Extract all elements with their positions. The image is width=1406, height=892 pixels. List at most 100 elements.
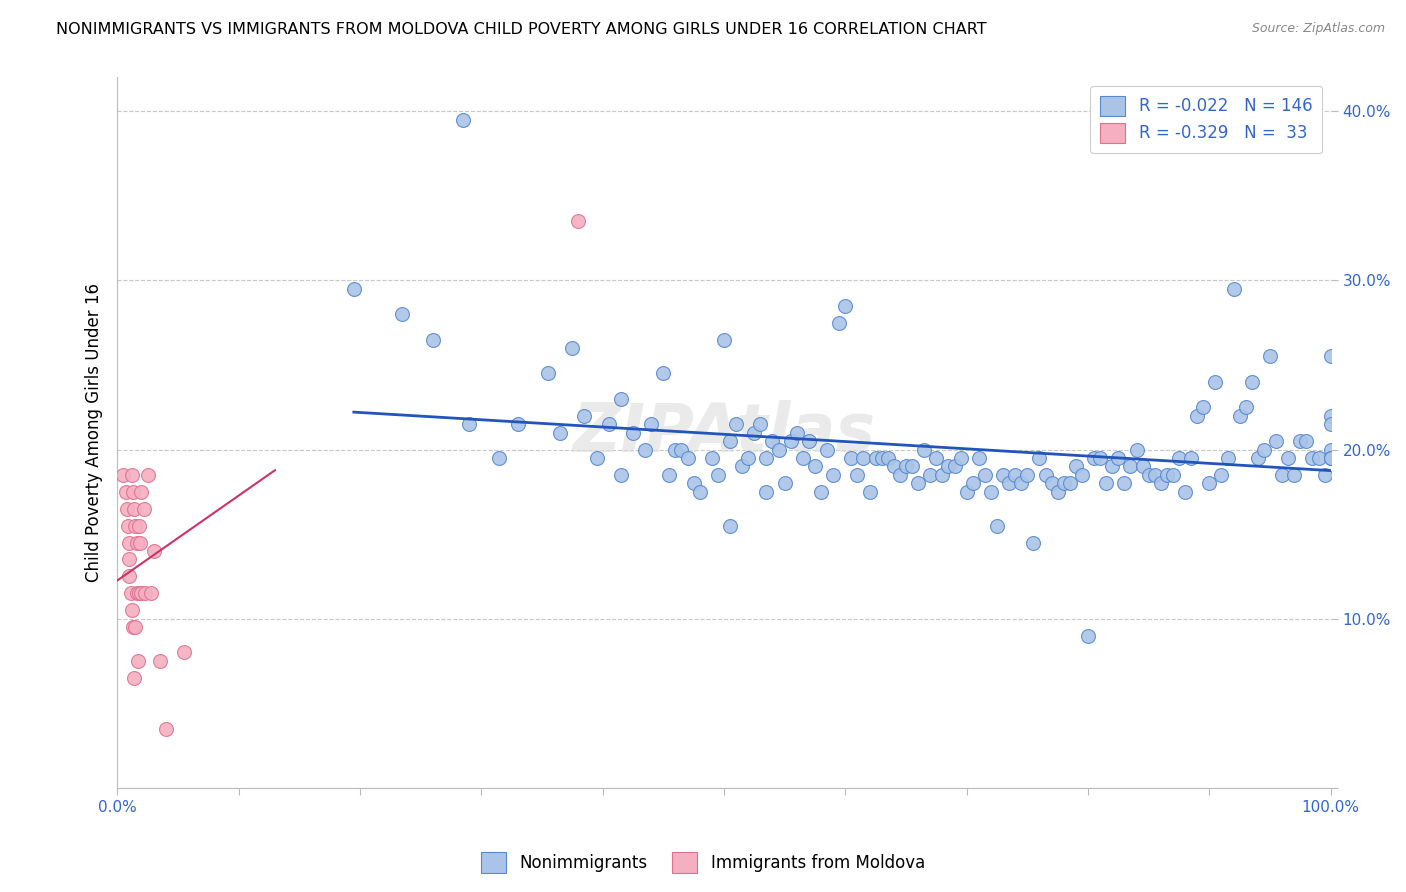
Point (1028, 450, 1050, 465)
Point (136, 467, 159, 482)
Point (122, 671, 145, 685)
Point (810, 484, 832, 499)
Point (1319, 442, 1341, 457)
Point (1222, 282, 1244, 296)
Point (986, 518, 1008, 533)
Point (828, 316, 851, 330)
Point (1114, 476, 1136, 491)
Point (1216, 450, 1239, 465)
Point (823, 467, 845, 482)
Point (1319, 450, 1341, 465)
Point (1083, 450, 1105, 465)
Point (804, 459, 827, 474)
Point (815, 442, 838, 457)
Point (1010, 476, 1032, 491)
Point (120, 586, 142, 600)
Point (1077, 628, 1099, 642)
Point (128, 518, 150, 533)
Point (610, 467, 633, 482)
Point (391, 307, 413, 321)
Point (537, 367, 560, 381)
Point (1258, 350, 1281, 364)
Text: Source: ZipAtlas.com: Source: ZipAtlas.com (1251, 22, 1385, 36)
Point (1004, 467, 1026, 482)
Point (1265, 434, 1288, 448)
Point (1101, 459, 1123, 474)
Point (1180, 450, 1202, 465)
Point (121, 467, 143, 482)
Point (567, 214, 589, 228)
Point (125, 586, 148, 600)
Point (122, 501, 145, 516)
Point (1150, 476, 1173, 491)
Point (640, 417, 662, 431)
Point (343, 282, 366, 296)
Point (610, 392, 633, 406)
Point (676, 450, 699, 465)
Point (1143, 467, 1166, 482)
Point (561, 341, 583, 355)
Point (117, 518, 139, 533)
Point (718, 518, 741, 533)
Point (761, 434, 783, 448)
Point (1253, 442, 1275, 457)
Point (901, 459, 924, 474)
Point (1035, 467, 1057, 482)
Point (991, 467, 1014, 482)
Point (749, 417, 772, 431)
Point (132, 501, 155, 516)
Point (980, 484, 1002, 499)
Point (1277, 450, 1299, 465)
Text: ZIPAtlas: ZIPAtlas (572, 400, 876, 466)
Point (1185, 409, 1208, 423)
Text: NONIMMIGRANTS VS IMMIGRANTS FROM MOLDOVA CHILD POVERTY AMONG GIRLS UNDER 16 CORR: NONIMMIGRANTS VS IMMIGRANTS FROM MOLDOVA… (56, 22, 987, 37)
Point (925, 450, 948, 465)
Point (124, 518, 146, 533)
Point (1132, 459, 1154, 474)
Point (1192, 401, 1215, 415)
Point (1247, 450, 1270, 465)
Point (652, 367, 675, 381)
Point (155, 722, 177, 736)
Point (931, 467, 953, 482)
Point (128, 586, 150, 600)
Point (1308, 450, 1330, 465)
Point (1064, 459, 1087, 474)
Point (548, 425, 571, 440)
Point (792, 450, 814, 465)
Point (1107, 450, 1129, 465)
Point (755, 450, 778, 465)
Point (1156, 467, 1178, 482)
Point (149, 654, 172, 668)
Point (907, 476, 929, 491)
Point (742, 425, 765, 440)
Point (865, 450, 887, 465)
Point (1319, 409, 1341, 423)
Point (574, 409, 596, 423)
Point (1240, 375, 1263, 389)
Point (737, 450, 759, 465)
Point (846, 467, 869, 482)
Point (1161, 467, 1184, 482)
Point (458, 417, 481, 431)
Point (131, 586, 153, 600)
Point (451, 112, 474, 127)
Point (118, 569, 141, 583)
Point (718, 434, 741, 448)
Point (1137, 467, 1160, 482)
Point (731, 459, 754, 474)
Point (1313, 467, 1336, 482)
Point (876, 450, 898, 465)
Point (664, 442, 686, 457)
Point (658, 467, 681, 482)
Point (956, 484, 979, 499)
Point (779, 434, 801, 448)
Point (127, 654, 149, 668)
Point (943, 459, 966, 474)
Point (118, 535, 141, 549)
Point (725, 417, 748, 431)
Point (889, 467, 911, 482)
Point (1088, 450, 1111, 465)
Point (962, 476, 984, 491)
Legend: R = -0.022   N = 146, R = -0.329   N =  33: R = -0.022 N = 146, R = -0.329 N = 33 (1091, 86, 1323, 153)
